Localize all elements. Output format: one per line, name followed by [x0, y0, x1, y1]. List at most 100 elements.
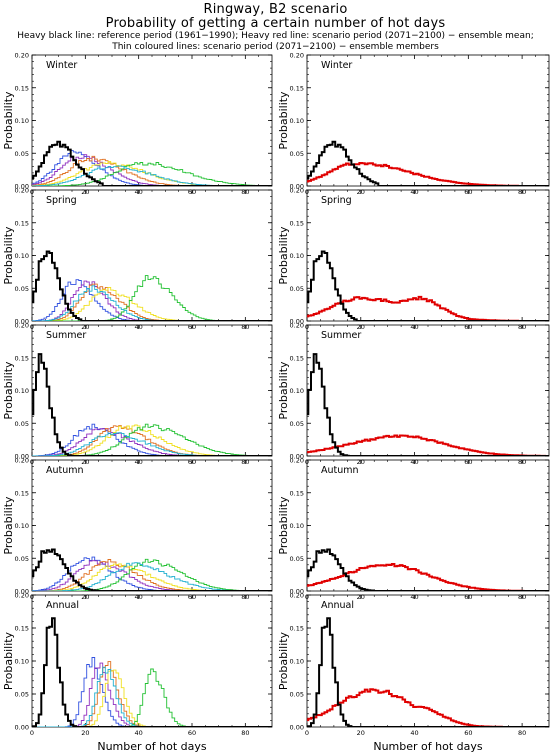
panel-annual-members: 0.00 0.05 0.10 0.15 0.20 0 20 40 60 80 Annual Proba… [2, 592, 273, 737]
panel-spring-mean: 0.000.050.100.150.20020406080SpringProba… [277, 187, 550, 331]
y-tick-label: 0.10 [290, 252, 304, 260]
plot-frame [31, 324, 273, 457]
y-tick-label: 0.20 [15, 592, 29, 600]
member-series-line [32, 285, 272, 321]
x-tick-label: 20 [357, 729, 365, 737]
panel-winter-mean: 0.000.050.100.150.20020406080WinterProba… [277, 52, 550, 196]
panel-annual-mean: 0.00 0.05 0.10 0.15 0.20 0 20 40 60 80 Annual Proba… [277, 592, 550, 737]
y-tick-label: 0.10 [290, 387, 304, 395]
y-tick-label: 0.05 [290, 555, 304, 563]
y-tick-label: 0.15 [15, 625, 29, 633]
y-tick-label: 0.15 [290, 489, 304, 497]
y-axis-label: Probability [2, 496, 15, 555]
x-tick-label: 0 [305, 729, 309, 737]
y-tick-label: 0.20 [290, 187, 304, 195]
member-series-line [32, 425, 272, 456]
member-series-line [32, 280, 272, 321]
y-tick-label: 0.10 [290, 522, 304, 530]
y-tick-label: 0.00 [15, 724, 29, 732]
reference-line [32, 140, 272, 186]
x-tick-label: 60 [188, 729, 196, 737]
figure-note-2: Thin coloured lines: scenario period (20… [112, 42, 439, 52]
member-series-line [32, 427, 272, 456]
member-series-line [32, 556, 272, 591]
member-series-line [32, 162, 272, 186]
y-tick-label: 0.05 [15, 150, 29, 158]
plot-frame [31, 54, 273, 187]
x-axis-label: Number of hot days [373, 740, 483, 753]
plot-area [32, 140, 272, 186]
panel-title: Spring [321, 195, 352, 206]
x-tick-label: 80 [518, 729, 526, 737]
member-series-line [32, 165, 272, 186]
y-axis-label: Probability [2, 361, 15, 420]
reference-line [32, 250, 272, 321]
y-tick-label: 0.15 [15, 219, 29, 227]
plot-area [32, 548, 272, 591]
panel-autumn-mean: 0.000.050.100.150.20020406080AutumnProba… [277, 457, 550, 601]
y-tick-label: 0.15 [290, 84, 304, 92]
y-axis-label: Probability [2, 226, 15, 285]
member-series-line [32, 432, 272, 456]
member-series-line [32, 668, 272, 727]
plot-area [32, 250, 272, 321]
member-series-line [32, 424, 272, 456]
member-series-line [32, 154, 272, 186]
x-tick-label: 40 [410, 729, 418, 737]
y-tick-label: 0.05 [290, 150, 304, 158]
panel-title: Spring [46, 195, 77, 206]
plot-frame [306, 324, 550, 457]
panel-title: Summer [321, 330, 361, 341]
member-series-line [32, 150, 272, 186]
reference-line [307, 548, 549, 591]
plot-area [32, 353, 272, 456]
panel-title: Autumn [46, 465, 84, 476]
x-tick-label: 40 [135, 729, 143, 737]
member-series-line [32, 279, 272, 321]
y-tick-label: 0.00 [290, 453, 304, 461]
y-tick-label: 0.00 [15, 453, 29, 461]
y-tick-label: 0.00 [290, 318, 304, 326]
panel-title: Autumn [321, 465, 359, 476]
y-tick-label: 0.15 [15, 489, 29, 497]
plot-area [307, 617, 549, 727]
plot-area [307, 548, 549, 591]
figure-note-1: Heavy black line: reference period (1961… [17, 31, 534, 41]
plot-area [32, 617, 272, 727]
reference-line [307, 617, 549, 727]
reference-line [307, 250, 549, 321]
y-tick-label: 0.05 [290, 420, 304, 428]
x-tick-label: 0 [30, 729, 34, 737]
y-tick-label: 0.05 [15, 691, 29, 699]
x-axis-label: Number of hot days [97, 740, 207, 753]
panel-summer-mean: 0.000.050.100.150.20020406080SummerProba… [277, 322, 550, 466]
x-tick-label: 80 [241, 729, 249, 737]
y-axis-label: Probability [277, 496, 290, 555]
reference-line [32, 617, 272, 727]
y-axis-label: Probability [2, 91, 15, 150]
y-tick-label: 0.00 [15, 318, 29, 326]
ensemble-mean-line [307, 434, 549, 456]
panel-title: Annual [46, 600, 79, 611]
y-tick-label: 0.15 [15, 354, 29, 362]
y-axis-label: Probability [277, 631, 290, 690]
panel-title: Winter [321, 60, 352, 71]
y-tick-label: 0.10 [15, 658, 29, 666]
y-tick-label: 0.20 [15, 52, 29, 60]
y-tick-label: 0.10 [15, 252, 29, 260]
y-axis-label: Probability [277, 226, 290, 285]
plot-area [307, 140, 549, 186]
y-tick-label: 0.20 [290, 322, 304, 330]
x-tick-label: 60 [464, 729, 472, 737]
y-tick-label: 0.05 [15, 420, 29, 428]
y-tick-label: 0.10 [290, 117, 304, 125]
panel-title: Winter [46, 60, 77, 71]
plot-frame [31, 594, 273, 728]
y-axis-label: Probability [277, 91, 290, 150]
y-axis-label: Probability [2, 631, 15, 690]
y-tick-label: 0.20 [290, 592, 304, 600]
reference-line [32, 548, 272, 591]
y-tick-label: 0.20 [15, 322, 29, 330]
reference-line [307, 140, 549, 186]
